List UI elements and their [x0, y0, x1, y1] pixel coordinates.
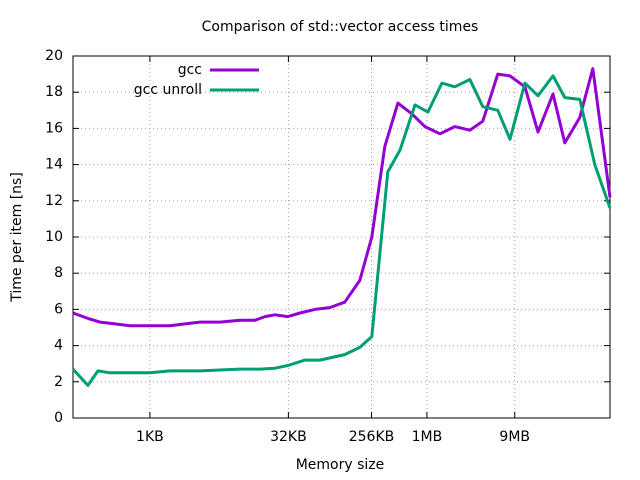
x-axis-label: Memory size	[296, 457, 385, 473]
x-tick-label: 1KB	[136, 429, 164, 445]
x-tick-label: 9MB	[499, 429, 530, 445]
y-tick-label: 8	[54, 265, 63, 281]
plot-border	[72, 55, 611, 419]
y-tick-label: 2	[54, 374, 63, 390]
legend-label: gcc unroll	[134, 82, 202, 98]
y-tick-label: 18	[45, 84, 63, 100]
y-tick-label: 14	[45, 157, 63, 173]
data-line	[72, 67, 612, 328]
y-tick-label: 6	[54, 301, 63, 317]
data-line	[71, 74, 612, 387]
y-tick-label: 16	[45, 120, 63, 136]
x-tick-label: 1MB	[412, 429, 443, 445]
y-tick-label: 20	[45, 48, 63, 64]
y-axis-label: Time per item [ns]	[9, 172, 25, 303]
x-tick-label: 256KB	[349, 429, 395, 445]
y-tick-label: 4	[54, 338, 63, 354]
y-tick-label: 12	[45, 193, 63, 209]
x-tick-label: 32KB	[270, 429, 307, 445]
y-tick-label: 0	[54, 410, 63, 426]
chart-title: Comparison of std::vector access times	[202, 19, 479, 35]
legend-label: gcc	[178, 62, 202, 78]
y-tick-label: 10	[45, 229, 63, 245]
